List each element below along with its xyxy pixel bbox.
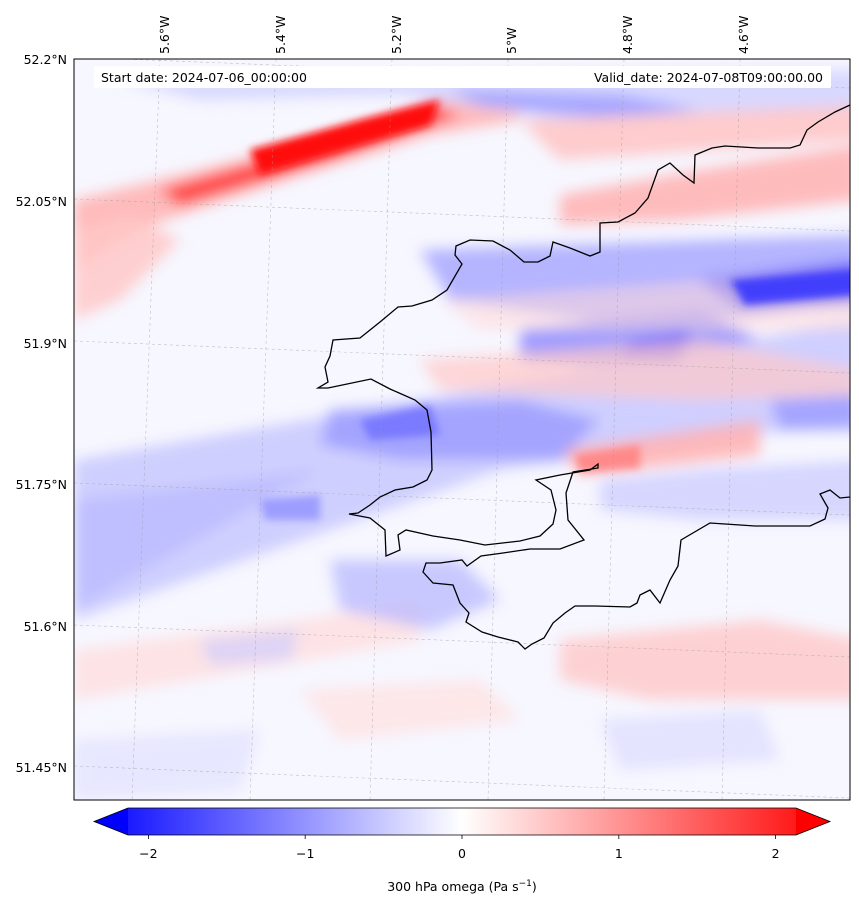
coastline <box>315 104 850 650</box>
colorbar-label-sup: −1 <box>519 879 532 889</box>
lon-label: 5.2°W <box>389 16 404 55</box>
colorbar-ticks: −2 −1 0 1 2 <box>139 835 780 861</box>
lat-label: 51.9°N <box>24 336 67 351</box>
colorbar-tick-label: −1 <box>296 846 314 861</box>
colorbar-tick-label: −2 <box>139 846 157 861</box>
colorbar-tick-label: 0 <box>458 846 466 861</box>
lon-label: 5°W <box>504 27 519 54</box>
colorbar-label-main: 300 hPa omega (Pa s <box>387 879 518 894</box>
colorbar-body <box>128 808 796 835</box>
colorbar-label-end: ) <box>532 879 537 894</box>
valid-date-label: Valid_date: 2024-07-08T09:00:00.00 <box>594 70 823 85</box>
lat-label: 52.2°N <box>24 52 67 67</box>
colorbar: −2 −1 0 1 2 300 hPa omega (Pa s−1) <box>92 807 832 894</box>
lon-label: 5.6°W <box>157 16 172 55</box>
lat-label: 51.6°N <box>24 619 67 634</box>
colorbar-outline <box>92 807 832 836</box>
lon-label: 4.8°W <box>620 16 635 55</box>
lat-label: 51.45°N <box>16 760 67 775</box>
start-date-label: Start date: 2024-07-06_00:00:00 <box>101 70 307 85</box>
map-frame <box>73 58 851 801</box>
colorbar-tick-label: 1 <box>615 846 623 861</box>
lon-label: 5.4°W <box>273 16 288 55</box>
start-date-box <box>94 66 831 88</box>
lon-label: 4.6°W <box>736 16 751 55</box>
omega-field <box>74 59 850 800</box>
lat-label: 52.05°N <box>16 194 67 209</box>
lat-labels: 52.2°N 52.05°N 51.9°N 51.75°N 51.6°N 51.… <box>16 52 67 775</box>
lon-labels: 5.6°W 5.4°W 5.2°W 5°W 4.8°W 4.6°W <box>157 16 751 55</box>
colorbar-label: 300 hPa omega (Pa s−1) <box>387 879 537 894</box>
colorbar-extend-min <box>94 808 128 835</box>
lat-label: 51.75°N <box>16 477 67 492</box>
colorbar-tick-label: 2 <box>772 846 780 861</box>
colorbar-extend-max <box>796 808 830 835</box>
